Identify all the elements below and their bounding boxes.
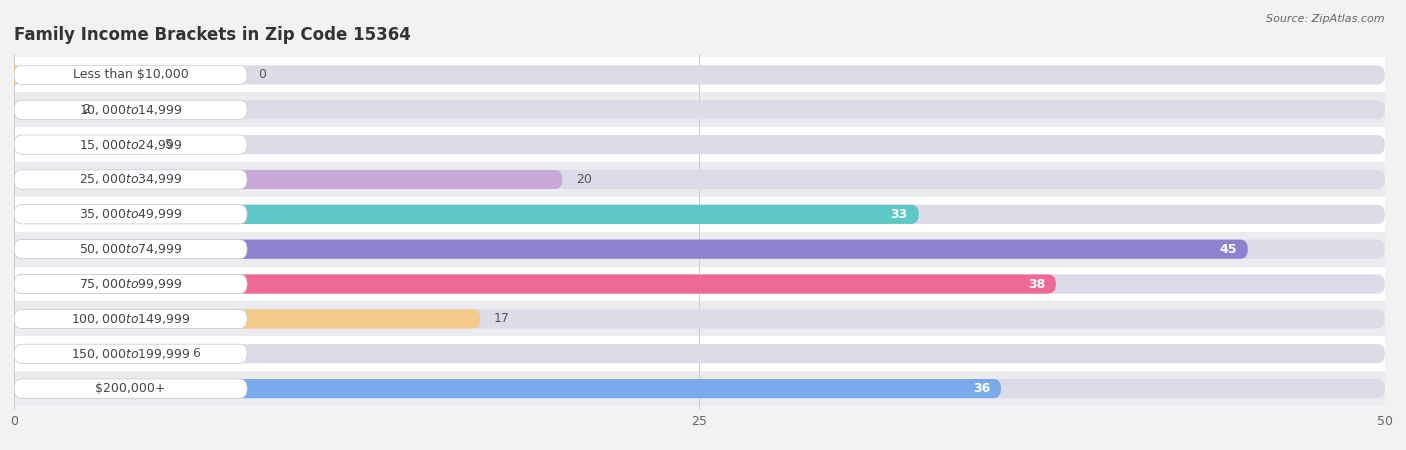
FancyBboxPatch shape — [14, 344, 247, 363]
Text: $10,000 to $14,999: $10,000 to $14,999 — [79, 103, 183, 117]
Text: 5: 5 — [165, 138, 173, 151]
FancyBboxPatch shape — [14, 309, 481, 328]
FancyBboxPatch shape — [14, 170, 562, 189]
Bar — [14, 371, 1385, 406]
Text: Family Income Brackets in Zip Code 15364: Family Income Brackets in Zip Code 15364 — [14, 26, 411, 44]
FancyBboxPatch shape — [14, 205, 920, 224]
Text: 6: 6 — [193, 347, 200, 360]
Text: 38: 38 — [1028, 278, 1045, 291]
FancyBboxPatch shape — [14, 170, 1385, 189]
Text: 0: 0 — [259, 68, 266, 81]
FancyBboxPatch shape — [14, 205, 1385, 224]
FancyBboxPatch shape — [14, 239, 1249, 259]
Text: Less than $10,000: Less than $10,000 — [73, 68, 188, 81]
FancyBboxPatch shape — [14, 205, 247, 224]
Text: Source: ZipAtlas.com: Source: ZipAtlas.com — [1267, 14, 1385, 23]
FancyBboxPatch shape — [14, 100, 1385, 119]
FancyBboxPatch shape — [14, 170, 247, 189]
FancyBboxPatch shape — [14, 65, 1385, 85]
Text: 45: 45 — [1219, 243, 1237, 256]
FancyBboxPatch shape — [14, 344, 179, 363]
FancyBboxPatch shape — [14, 274, 1056, 293]
Text: 33: 33 — [890, 208, 908, 221]
FancyBboxPatch shape — [14, 239, 1385, 259]
FancyBboxPatch shape — [14, 379, 1385, 398]
Bar — [14, 302, 1385, 336]
FancyBboxPatch shape — [14, 309, 1385, 328]
FancyBboxPatch shape — [14, 379, 1001, 398]
FancyBboxPatch shape — [14, 309, 247, 328]
Text: $150,000 to $199,999: $150,000 to $199,999 — [70, 347, 190, 361]
Bar — [14, 336, 1385, 371]
Text: $15,000 to $24,999: $15,000 to $24,999 — [79, 138, 183, 152]
Text: $100,000 to $149,999: $100,000 to $149,999 — [70, 312, 190, 326]
FancyBboxPatch shape — [14, 135, 152, 154]
Text: 2: 2 — [83, 103, 90, 116]
FancyBboxPatch shape — [14, 379, 247, 398]
Bar — [14, 58, 1385, 92]
FancyBboxPatch shape — [14, 135, 1385, 154]
Text: $200,000+: $200,000+ — [96, 382, 166, 395]
FancyBboxPatch shape — [14, 344, 1385, 363]
FancyBboxPatch shape — [14, 100, 247, 119]
Text: 20: 20 — [576, 173, 592, 186]
Bar — [14, 266, 1385, 302]
Text: 36: 36 — [973, 382, 990, 395]
Circle shape — [7, 65, 21, 85]
Bar — [14, 197, 1385, 232]
Bar — [14, 232, 1385, 266]
Text: $35,000 to $49,999: $35,000 to $49,999 — [79, 207, 183, 221]
Bar — [14, 127, 1385, 162]
FancyBboxPatch shape — [14, 100, 69, 119]
FancyBboxPatch shape — [14, 274, 1385, 293]
Text: $50,000 to $74,999: $50,000 to $74,999 — [79, 242, 183, 256]
Bar — [14, 162, 1385, 197]
Text: $75,000 to $99,999: $75,000 to $99,999 — [79, 277, 183, 291]
FancyBboxPatch shape — [14, 274, 247, 293]
Text: $25,000 to $34,999: $25,000 to $34,999 — [79, 172, 183, 186]
FancyBboxPatch shape — [14, 135, 247, 154]
Text: 17: 17 — [494, 312, 510, 325]
Bar — [14, 92, 1385, 127]
FancyBboxPatch shape — [14, 239, 247, 259]
FancyBboxPatch shape — [14, 65, 247, 85]
